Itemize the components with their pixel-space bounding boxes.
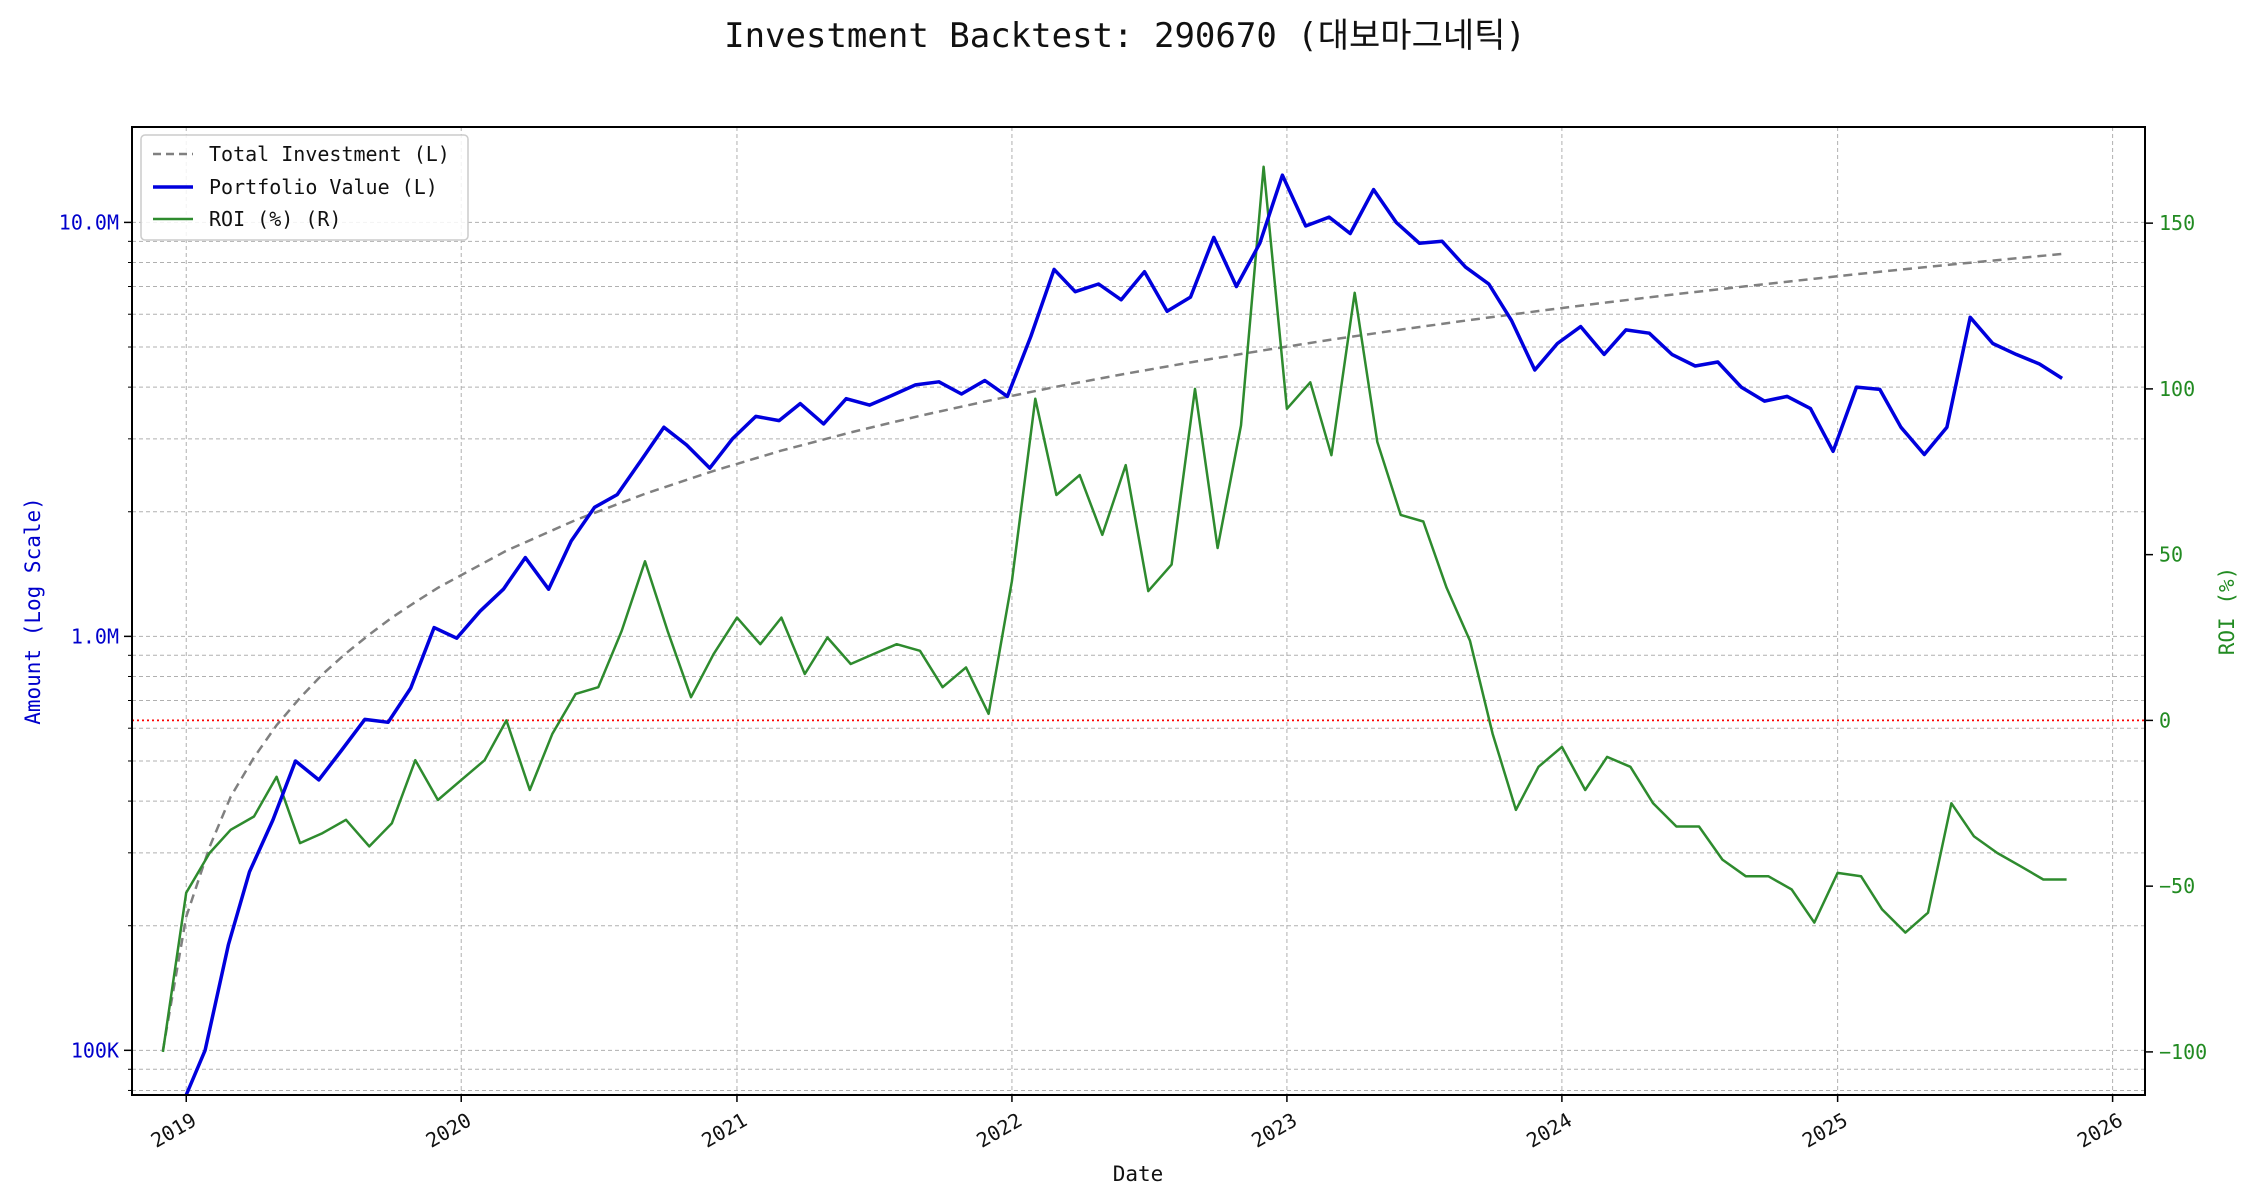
legend-label-investment: Total Investment (L) — [209, 142, 450, 166]
right-y-tick-label: −50 — [2159, 874, 2195, 898]
right-y-tick-label: 0 — [2159, 708, 2171, 732]
right-y-tick-label: 100 — [2159, 377, 2195, 401]
legend-box — [140, 134, 469, 241]
right-y-axis-ticks: −100 −50 0 50 100 150 — [2145, 211, 2207, 1064]
portfolio-value-line — [184, 173, 2064, 1096]
left-y-tick-label: 10.0M — [59, 210, 119, 234]
right-y-axis-label: ROI (%) — [2215, 567, 2239, 656]
roi-line — [161, 165, 2067, 1053]
x-axis-label: Date — [1113, 1162, 1164, 1186]
grid — [132, 127, 2145, 1095]
chart-title: Investment Backtest: 290670 (대보마그네틱) — [724, 16, 1526, 56]
left-y-tick-label: 100K — [71, 1038, 119, 1062]
series-lines — [161, 165, 2067, 1096]
right-y-tick-label: −100 — [2159, 1040, 2207, 1064]
right-y-tick-label: 50 — [2159, 543, 2183, 567]
left-y-axis-ticks: 100K 1.0M 10.0M — [59, 210, 132, 1091]
legend-label-roi: ROI (%) (R) — [209, 207, 341, 231]
legend-label-portfolio: Portfolio Value (L) — [209, 175, 438, 199]
right-y-tick-label: 150 — [2159, 211, 2195, 235]
legend: Total Investment (L) Portfolio Value (L)… — [140, 134, 469, 241]
left-y-tick-label: 1.0M — [71, 624, 119, 648]
plot-frame — [131, 126, 2146, 1096]
left-y-axis-label: Amount (Log Scale) — [21, 497, 45, 725]
